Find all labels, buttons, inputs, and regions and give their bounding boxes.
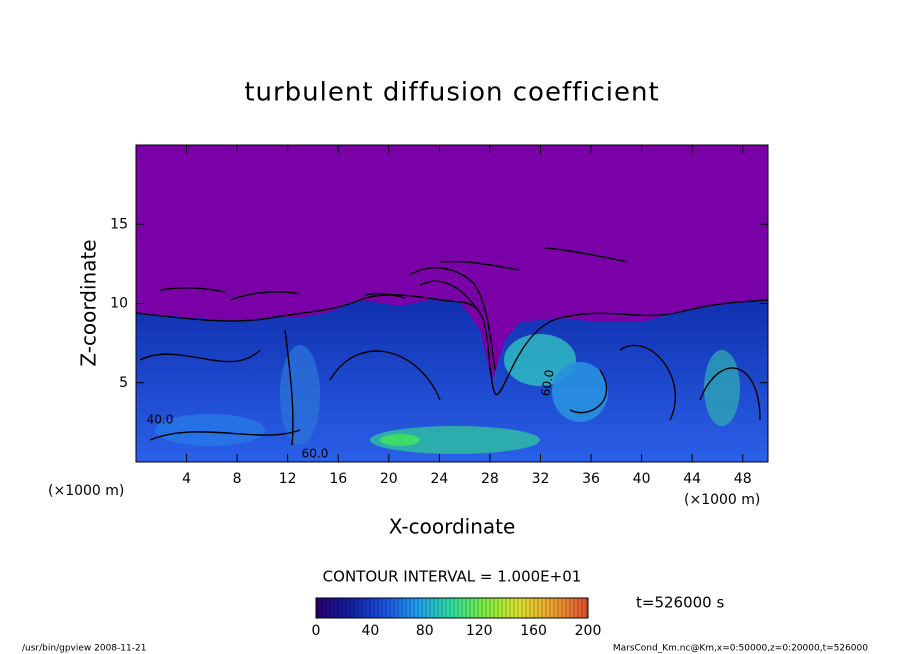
colorbar-tick-label: 160	[520, 623, 547, 639]
chart-title: turbulent diffusion coefficient	[244, 78, 659, 108]
x-tick-label: 8	[233, 471, 242, 487]
y-unit: (×1000 m)	[48, 483, 124, 499]
y-tick-label: 5	[119, 375, 128, 391]
x-tick-label: 44	[683, 471, 701, 487]
contour-interval: CONTOUR INTERVAL = 1.000E+01	[323, 568, 582, 586]
x-tick-label: 32	[532, 471, 550, 487]
colorbar-tick-label: 40	[361, 623, 379, 639]
y-axis-label: Z-coordinate	[77, 239, 101, 366]
footer-right: MarsCond_Km.nc@Km,x=0:50000,z=0:20000,t=…	[613, 644, 868, 654]
contour-label: 60.0	[302, 447, 329, 461]
colorbar-tick-label: 200	[575, 623, 602, 639]
contour-label: 40.0	[147, 413, 174, 427]
x-tick-label: 40	[633, 471, 651, 487]
colorbar	[315, 597, 589, 619]
contour-field	[135, 145, 769, 462]
colorbar-tick-label: 80	[416, 623, 434, 639]
footer-left: /usr/bin/gpview 2008-11-21	[22, 644, 146, 654]
x-tick-label: 20	[380, 471, 398, 487]
x-tick-label: 36	[582, 471, 600, 487]
x-tick-label: 24	[430, 471, 448, 487]
x-tick-label: 48	[734, 471, 752, 487]
x-tick-label: 12	[279, 471, 297, 487]
colorbar-tick-label: 0	[312, 623, 321, 639]
y-tick-label: 10	[110, 296, 128, 312]
x-tick-label: 16	[329, 471, 347, 487]
colorbar-tick-label: 120	[466, 623, 493, 639]
x-tick-label: 4	[182, 471, 191, 487]
contour-label: 60.0	[538, 369, 556, 398]
x-unit: (×1000 m)	[684, 492, 760, 508]
x-tick-label: 28	[481, 471, 499, 487]
time-label: t=526000 s	[636, 594, 724, 612]
x-axis-label: X-coordinate	[389, 515, 516, 539]
y-tick-label: 15	[110, 216, 128, 232]
